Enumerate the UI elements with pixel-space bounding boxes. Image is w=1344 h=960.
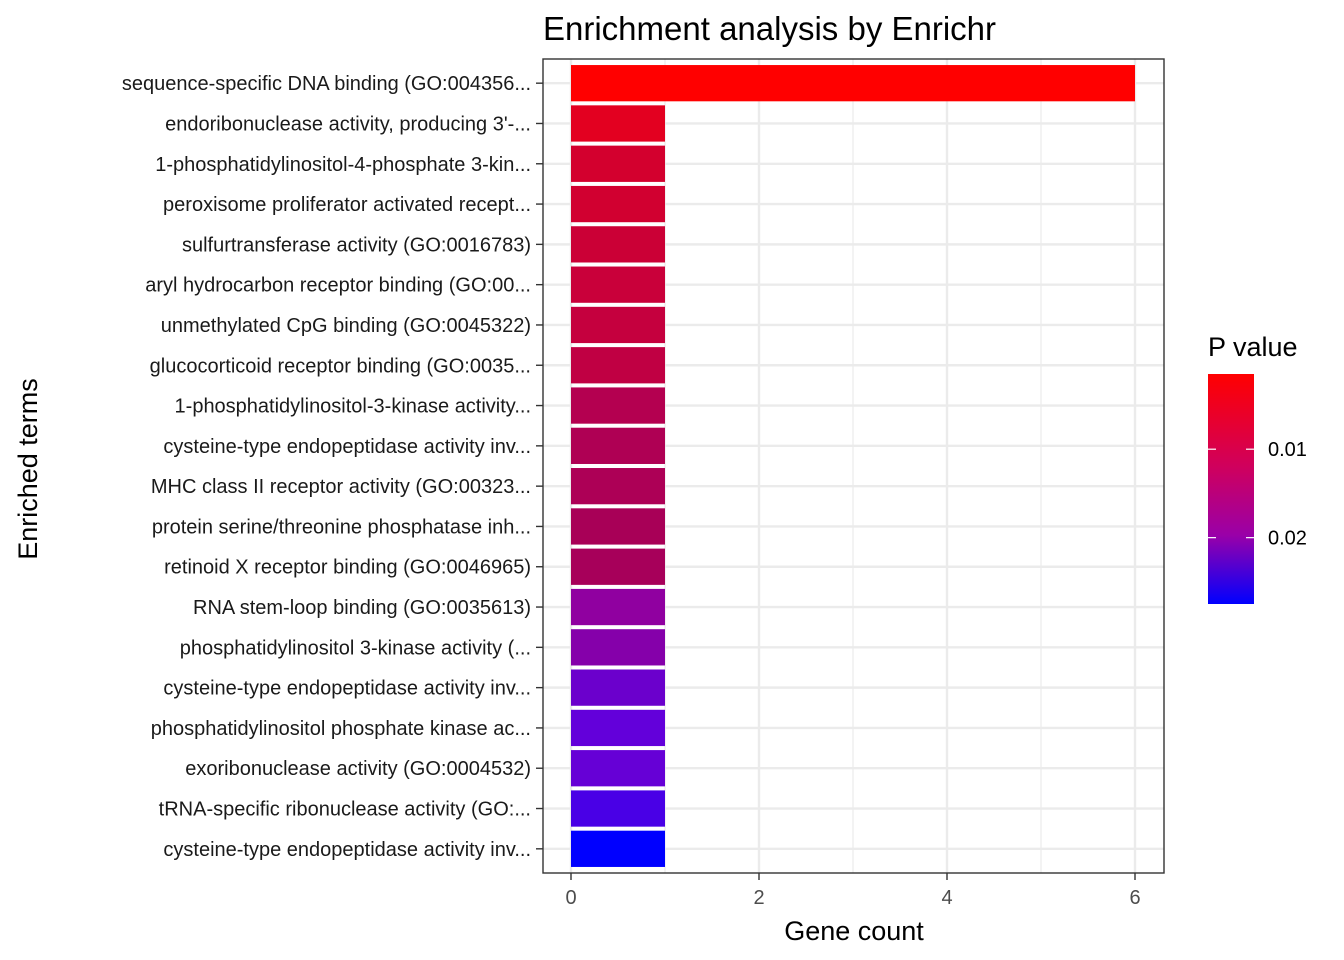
bar: [571, 548, 665, 585]
bar: [571, 427, 665, 464]
legend-ticks: 0.01 0.02: [1208, 439, 1307, 550]
y-axis-title: Enriched terms: [13, 378, 43, 560]
y-category-label: cysteine-type endopeptidase activity inv…: [163, 839, 531, 861]
bar: [571, 347, 665, 384]
plot-panel-border: [542, 58, 1165, 874]
bar: [571, 145, 665, 182]
bar: [571, 669, 665, 706]
y-category-label: RNA stem-loop binding (GO:0035613): [193, 597, 531, 619]
legend-tick-label: 0.02: [1268, 528, 1307, 550]
x-tick-label: 0: [565, 887, 576, 909]
x-axis-ticks: 0 2 4 6: [565, 873, 1141, 909]
chart-title: Enrichment analysis by Enrichr: [543, 10, 996, 47]
legend-title: P value: [1208, 332, 1298, 362]
y-category-label: endoribonuclease activity, producing 3'-…: [165, 113, 531, 135]
y-category-label: tRNA-specific ribonuclease activity (GO:…: [159, 799, 531, 821]
bar: [571, 508, 665, 545]
x-tick-label: 6: [1129, 887, 1140, 909]
y-category-label: retinoid X receptor binding (GO:0046965): [164, 557, 531, 579]
bar: [571, 588, 665, 626]
bar: [571, 185, 665, 223]
bar: [571, 65, 1135, 102]
bar: [571, 468, 665, 505]
y-category-label: phosphatidylinositol 3-kinase activity (…: [180, 637, 531, 659]
bar: [571, 750, 665, 787]
x-tick-label: 2: [753, 887, 764, 909]
bar: [571, 266, 665, 303]
y-category-label: exoribonuclease activity (GO:0004532): [185, 758, 531, 780]
y-category-label: phosphatidylinositol phosphate kinase ac…: [151, 718, 531, 740]
legend: P value 0.01 0.02: [1208, 332, 1307, 604]
y-category-label: glucocorticoid receptor binding (GO:0035…: [150, 355, 531, 377]
bar: [571, 709, 665, 747]
bar: [571, 830, 665, 867]
bar: [571, 306, 665, 344]
y-category-label: 1-phosphatidylinositol-3-kinase activity…: [175, 396, 531, 418]
x-tick-label: 4: [941, 887, 952, 909]
y-category-label: unmethylated CpG binding (GO:0045322): [161, 315, 531, 337]
bar-series: [571, 65, 1135, 867]
bar: [571, 105, 665, 142]
bar: [571, 226, 665, 263]
legend-colorbar: [1208, 374, 1254, 604]
bar: [571, 790, 665, 827]
y-category-label: aryl hydrocarbon receptor binding (GO:00…: [145, 275, 531, 297]
y-category-label: sequence-specific DNA binding (GO:004356…: [122, 73, 531, 95]
y-category-label: cysteine-type endopeptidase activity inv…: [163, 678, 531, 700]
bar: [571, 629, 665, 666]
y-category-label: MHC class II receptor activity (GO:00323…: [151, 476, 531, 498]
y-category-label: cysteine-type endopeptidase activity inv…: [163, 436, 531, 458]
y-axis-category-labels: sequence-specific DNA binding (GO:004356…: [122, 73, 543, 861]
x-axis-title: Gene count: [784, 916, 924, 946]
legend-tick-label: 0.01: [1268, 439, 1307, 461]
bar: [571, 387, 665, 424]
y-category-label: sulfurtransferase activity (GO:0016783): [182, 234, 531, 256]
y-category-label: 1-phosphatidylinositol-4-phosphate 3-kin…: [155, 154, 531, 176]
y-category-label: protein serine/threonine phosphatase inh…: [152, 516, 531, 538]
y-category-label: peroxisome proliferator activated recept…: [163, 194, 531, 216]
